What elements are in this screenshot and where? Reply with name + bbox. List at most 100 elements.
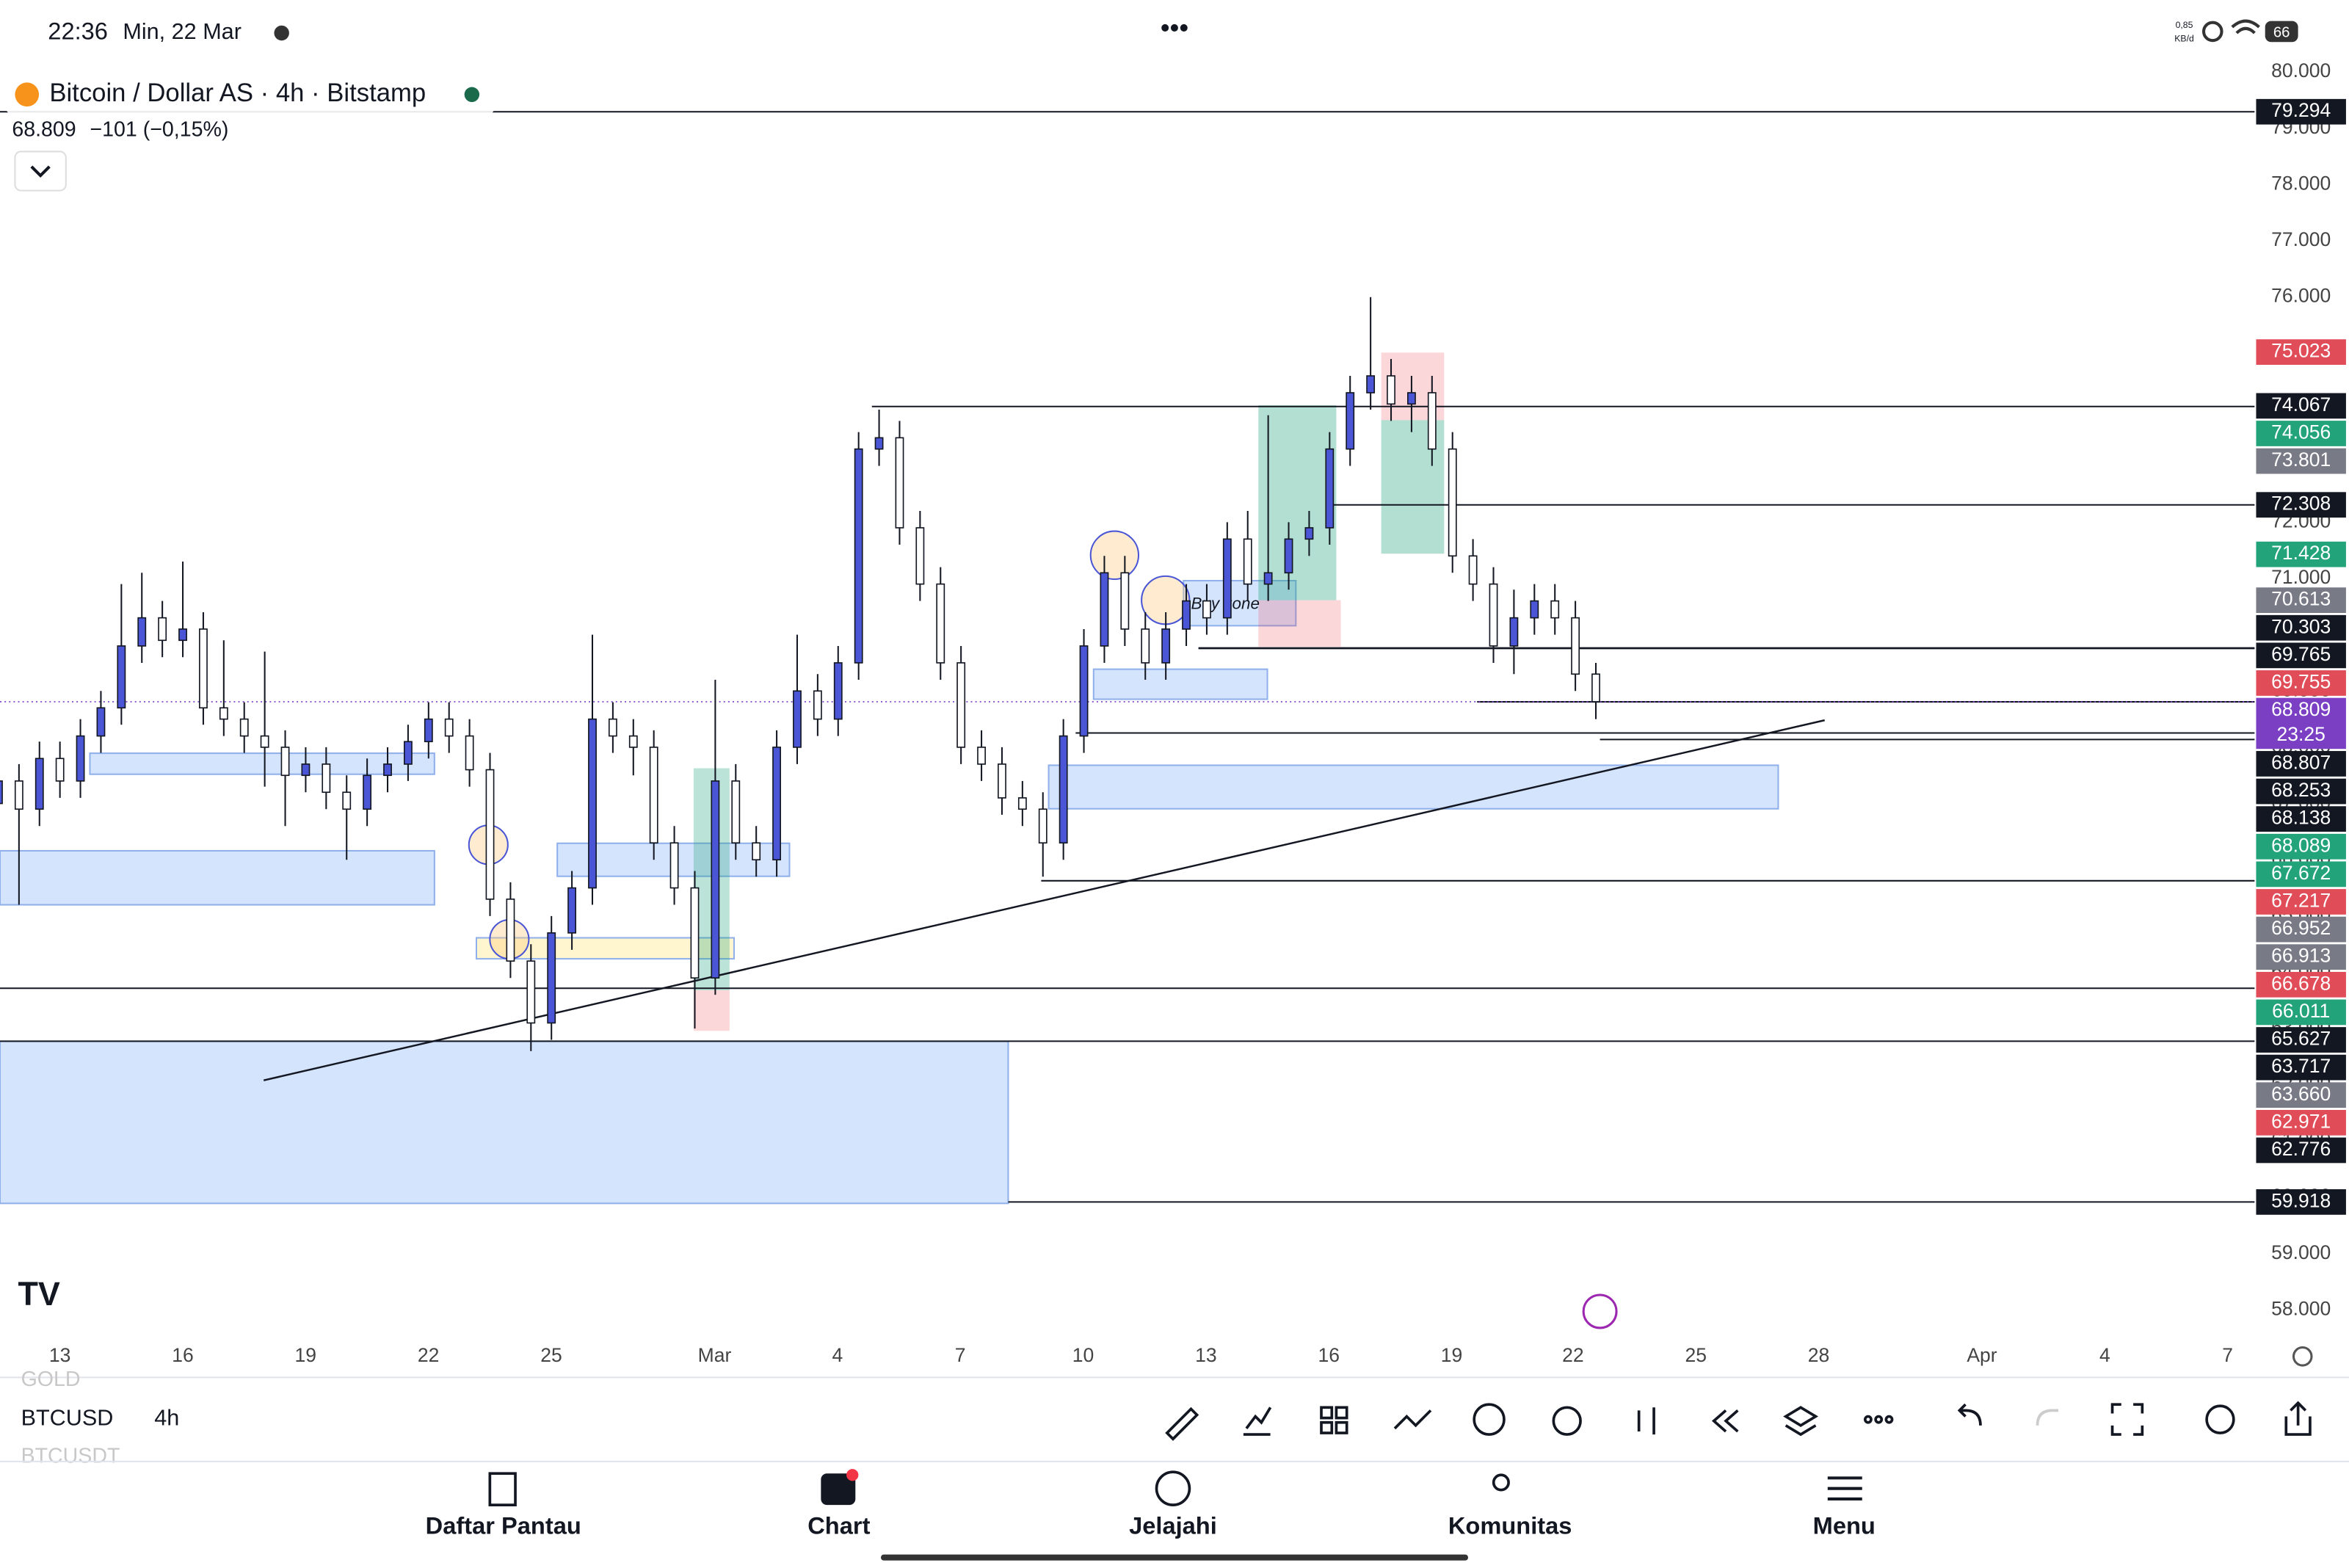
tool-undo[interactable] (1957, 1403, 1982, 1426)
candle-body (567, 887, 577, 934)
candle-body (526, 960, 536, 1024)
stop-zone (1258, 600, 1341, 647)
tool-candles[interactable] (1637, 1407, 1655, 1435)
zone (1183, 580, 1297, 627)
price-label-box (2256, 861, 2346, 888)
price-label-box (2256, 1189, 2346, 1215)
tool-layers[interactable] (1783, 1406, 1819, 1437)
tool-add[interactable] (1473, 1403, 1506, 1436)
x-tick-label: 4 (2099, 1344, 2110, 1366)
collapse-button[interactable] (14, 150, 67, 192)
tool-draw[interactable] (1165, 1407, 1199, 1441)
levels (0, 111, 2255, 1203)
tool-zoom[interactable] (2205, 1404, 2235, 1434)
candle-body (874, 437, 884, 450)
nav-icon (821, 1473, 856, 1506)
price-label: 66.952 (2271, 917, 2331, 939)
nav-item[interactable]: Jelajahi (1129, 1511, 1217, 1539)
nav-item[interactable]: Daftar Pantau (426, 1511, 581, 1539)
candle-body (178, 628, 187, 642)
candle-body (1243, 538, 1252, 585)
battery-level: 66 (2273, 24, 2290, 40)
tool-alert[interactable] (1552, 1406, 1582, 1436)
candle-body (895, 437, 904, 529)
tool-layout[interactable] (1335, 1406, 1348, 1420)
event-icon[interactable] (1582, 1293, 1618, 1329)
zone (1092, 668, 1268, 700)
price-label: 63.660 (2271, 1083, 2331, 1105)
price-label: 67.672 (2271, 862, 2331, 884)
nav-badge (846, 1469, 859, 1481)
candle-body (547, 932, 556, 1024)
tool-replay[interactable] (1711, 1409, 1739, 1433)
candle-body (403, 741, 413, 765)
candle-body (1038, 808, 1048, 844)
candle-body (608, 718, 617, 737)
drawings: Buy zone (0, 352, 1825, 1205)
tool-layout[interactable] (1320, 1406, 1334, 1420)
watchlist-item[interactable]: GOLD (21, 1368, 81, 1391)
candle-body (669, 842, 679, 889)
candle-body (260, 735, 269, 748)
last-price: 68.809 (12, 117, 76, 141)
candle-body (1182, 600, 1191, 630)
candle-body (649, 747, 658, 844)
nav-icon (1492, 1473, 1510, 1492)
watchlist-item[interactable]: BTCUSD (21, 1406, 114, 1431)
net-speed: 0,85 (2176, 20, 2193, 30)
watchlist-item[interactable]: BTCUSDT (21, 1444, 120, 1467)
tool-layout[interactable] (1320, 1420, 1334, 1434)
candle-body (956, 662, 966, 748)
price-label-box (2256, 806, 2346, 832)
tool-redo[interactable] (2036, 1409, 2059, 1426)
price-label: 71.428 (2271, 542, 2331, 564)
tool-more[interactable] (1863, 1415, 1873, 1424)
y-tick-label: 80.000 (2271, 59, 2331, 81)
tool-fullscreen[interactable] (2110, 1403, 2144, 1436)
tool-more[interactable] (1884, 1415, 1894, 1424)
zone (1048, 764, 1779, 810)
candle-body (1406, 392, 1416, 405)
legend-bg (6, 75, 495, 115)
price-label: 62.971 (2271, 1110, 2331, 1132)
nav-item[interactable]: Komunitas (1448, 1511, 1572, 1539)
candle-body (690, 887, 700, 979)
candles (0, 297, 1600, 1051)
candle-body (35, 758, 44, 810)
candle-body (752, 842, 761, 861)
zone (89, 752, 435, 775)
tool-indicators[interactable] (1243, 1407, 1272, 1436)
settings-icon[interactable] (2292, 1346, 2313, 1367)
nav-item[interactable]: Chart (807, 1511, 870, 1539)
nav-icon (1155, 1470, 1191, 1506)
price-label: 59.918 (2271, 1189, 2331, 1211)
candle-body (731, 780, 741, 844)
price-label-box (2256, 1137, 2346, 1164)
tool-compare[interactable] (1393, 1409, 1432, 1430)
candle-body (711, 780, 720, 979)
toolbar (1165, 1401, 2312, 1441)
candle-body (1448, 448, 1457, 557)
candle-body (383, 763, 392, 777)
nav-item[interactable]: Menu (1813, 1511, 1876, 1539)
tool-share[interactable] (2284, 1401, 2312, 1436)
candle-body (1387, 375, 1395, 405)
price-label: 67.217 (2271, 889, 2331, 911)
price-label: 75.023 (2271, 340, 2331, 362)
x-tick-label: 16 (1318, 1344, 1340, 1366)
candle-body (1120, 572, 1130, 630)
candle-body (199, 628, 208, 709)
price-label-box (2256, 1082, 2346, 1108)
chevron (30, 165, 51, 178)
x-tick-label: 16 (172, 1344, 194, 1366)
candle-body (137, 617, 147, 647)
tool-more[interactable] (1874, 1415, 1884, 1424)
x-tick-label: 25 (540, 1344, 562, 1366)
candle-body (485, 769, 495, 900)
candle-body (158, 617, 167, 642)
price-label-box (2256, 1054, 2346, 1081)
price-label: 79.294 (2271, 99, 2331, 121)
interval[interactable]: 4h (154, 1406, 179, 1431)
tool-layout[interactable] (1335, 1420, 1348, 1434)
x-tick-label: Apr (1967, 1344, 1997, 1366)
